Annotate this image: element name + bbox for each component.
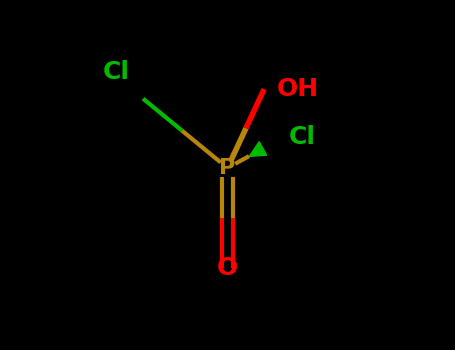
Text: Cl: Cl [102, 60, 130, 84]
Text: O: O [217, 256, 238, 280]
Text: P: P [219, 158, 236, 178]
Polygon shape [249, 142, 267, 156]
Text: OH: OH [277, 77, 318, 101]
Text: Cl: Cl [289, 125, 316, 148]
